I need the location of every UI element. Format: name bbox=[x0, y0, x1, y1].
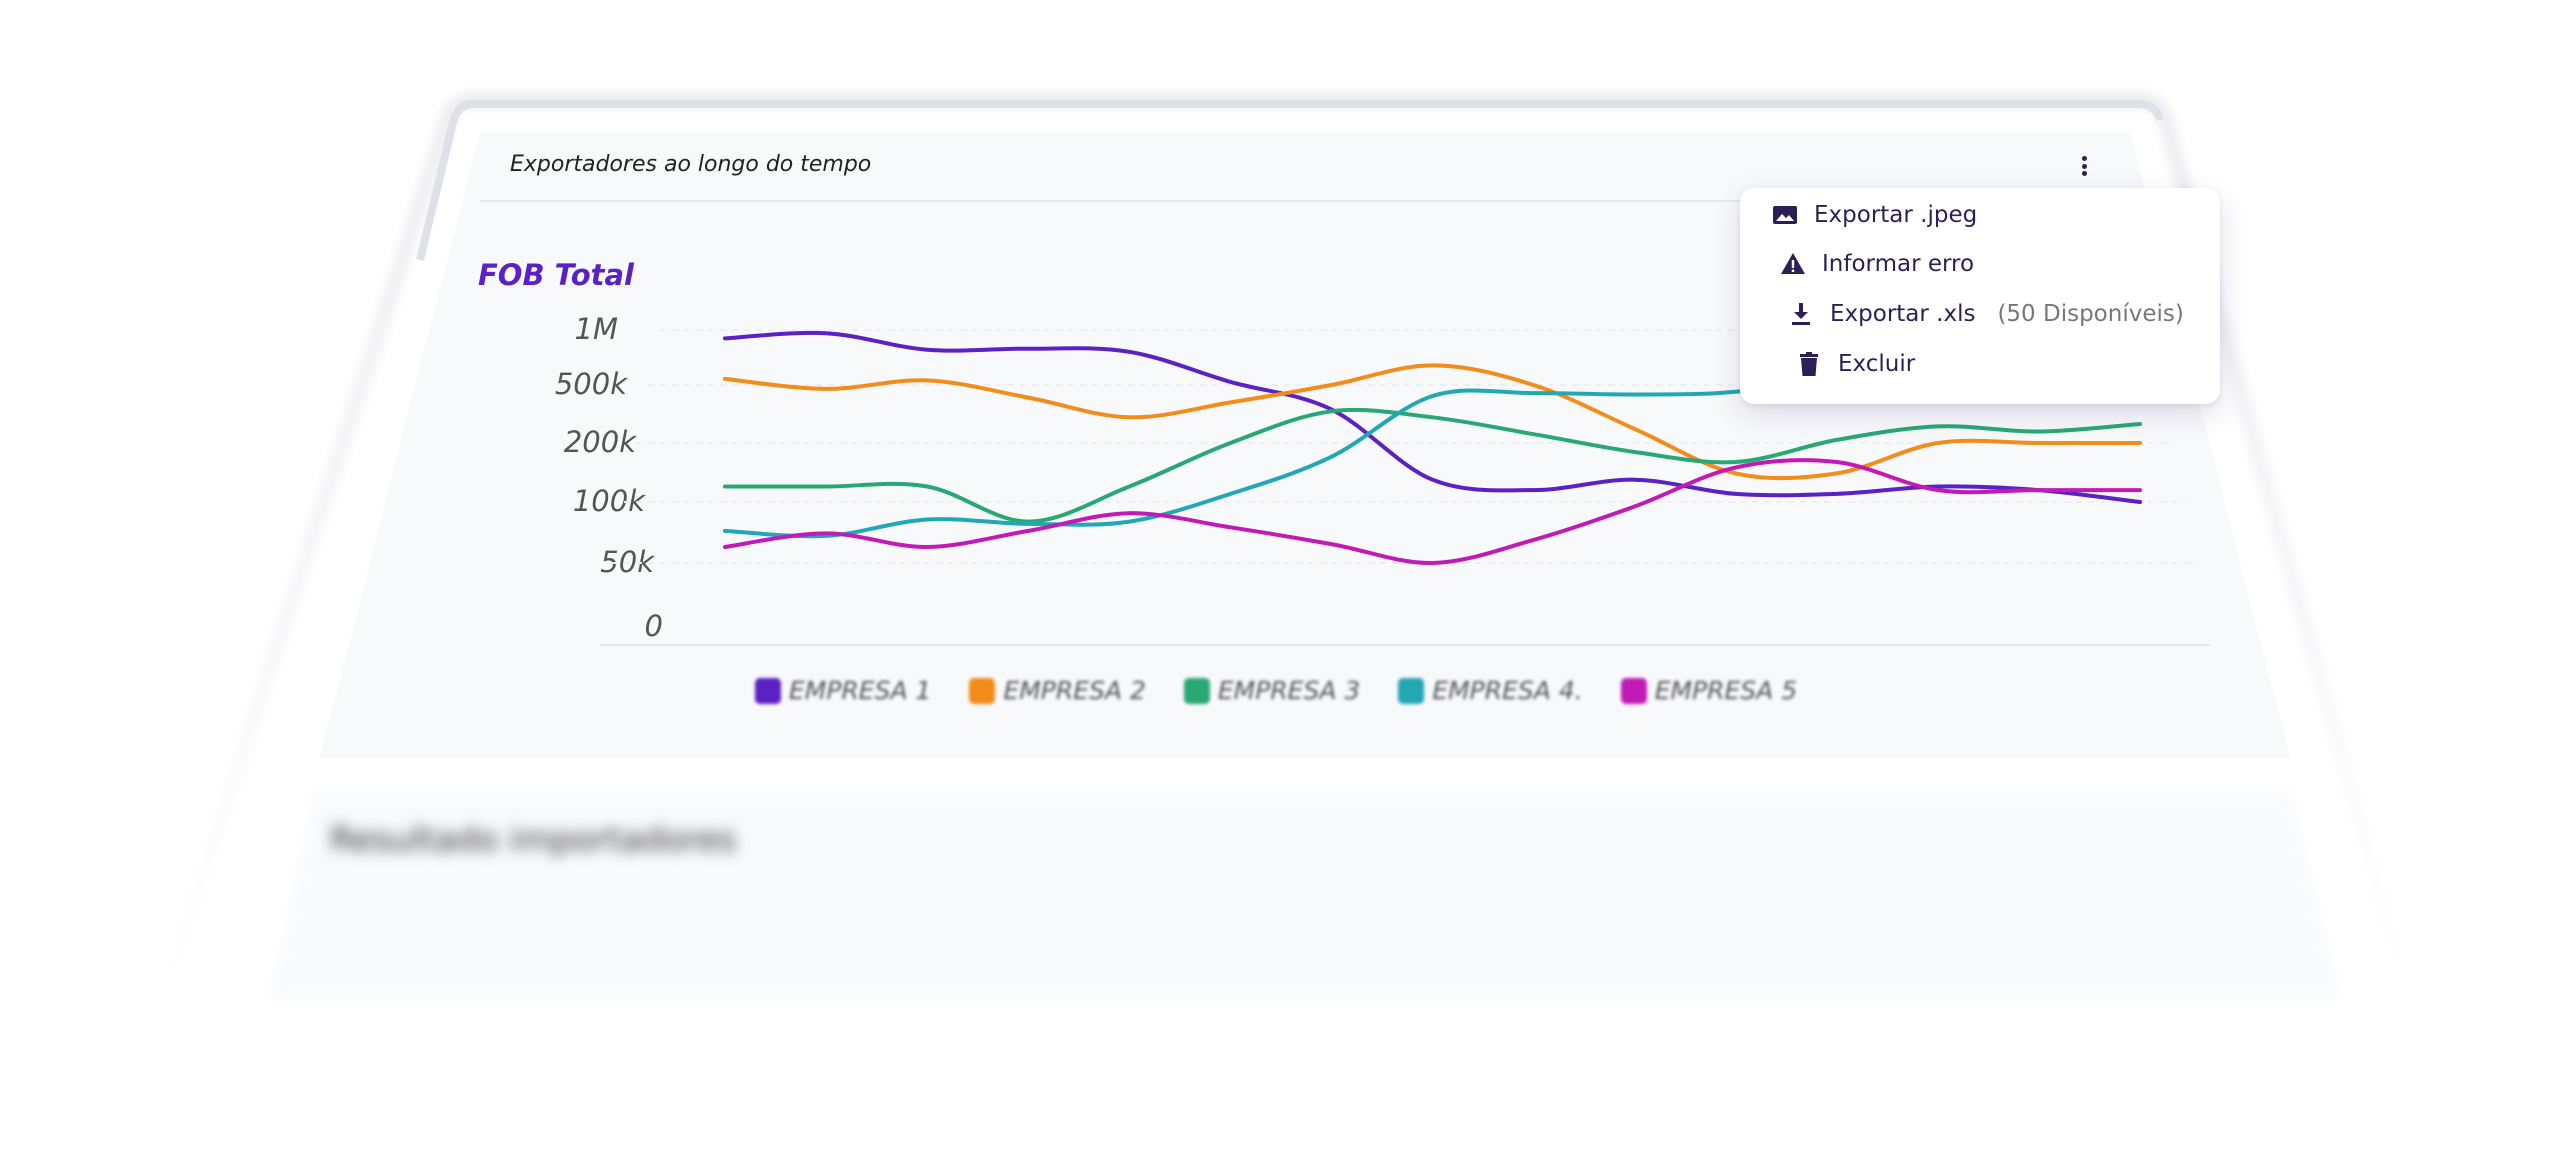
chart-legend: EMPRESA 1 EMPRESA 2 EMPRESA 3 EMPRESA 4. EMP… bbox=[755, 676, 1797, 705]
series-line-2 bbox=[723, 363, 2142, 481]
y-tick-label: 0 bbox=[644, 609, 663, 643]
menu-item-label: Exportar .xls bbox=[1830, 301, 1976, 327]
legend-item-4[interactable]: EMPRESA 4. bbox=[1398, 676, 1583, 705]
legend-swatch bbox=[1398, 677, 1425, 704]
legend-swatch bbox=[1183, 677, 1210, 704]
series-line-5 bbox=[723, 458, 2142, 566]
menu-item-export-jpeg[interactable]: Exportar .jpeg bbox=[1772, 202, 1977, 228]
series-line-3 bbox=[723, 407, 2142, 524]
menu-item-report-error[interactable]: Informar erro bbox=[1780, 251, 1974, 277]
legend-item-2[interactable]: EMPRESA 2 bbox=[969, 676, 1146, 705]
legend-swatch bbox=[969, 677, 996, 704]
menu-item-label: Excluir bbox=[1838, 351, 1916, 377]
y-tick-label: 100k bbox=[572, 484, 645, 518]
legend-label: EMPRESA 5 bbox=[1654, 676, 1798, 705]
legend-label: EMPRESA 4. bbox=[1432, 676, 1583, 705]
image-icon bbox=[1773, 206, 1797, 224]
y-tick-label: 1M bbox=[574, 312, 618, 346]
menu-item-label: Informar erro bbox=[1822, 251, 1975, 277]
y-axis-title: FOB Total bbox=[478, 258, 635, 292]
legend-swatch bbox=[1620, 677, 1647, 704]
legend-item-3[interactable]: EMPRESA 3 bbox=[1183, 676, 1361, 705]
download-icon bbox=[1792, 303, 1810, 325]
more-options-dot bbox=[2081, 156, 2087, 161]
legend-item-5[interactable]: EMPRESA 5 bbox=[1620, 676, 1798, 705]
more-options-dot bbox=[2081, 171, 2087, 176]
menu-item-label: Exportar .jpeg bbox=[1814, 202, 1978, 228]
legend-swatch bbox=[755, 677, 781, 704]
menu-item-export-xls[interactable]: Exportar .xls (50 Disponíveis) bbox=[1788, 301, 2184, 327]
trash-icon bbox=[1800, 352, 1818, 376]
legend-item-1[interactable]: EMPRESA 1 bbox=[755, 676, 931, 705]
chart-card-title: Exportadores ao longo do tempo bbox=[510, 152, 872, 177]
options-dropdown-menu: Exportar .jpeg Informar erro Exportar .x… bbox=[1740, 188, 2220, 404]
second-card-title: Resultado importadores bbox=[330, 820, 737, 860]
legend-label: EMPRESA 1 bbox=[789, 676, 932, 705]
chart-card-header: Exportadores ao longo do tempo bbox=[480, 132, 2130, 202]
y-tick-label: 500k bbox=[554, 367, 627, 401]
y-tick-label: 200k bbox=[563, 425, 636, 459]
menu-item-delete[interactable]: Excluir bbox=[1796, 351, 1915, 377]
warning-icon bbox=[1781, 253, 1805, 274]
menu-item-availability: (50 Disponíveis) bbox=[1997, 301, 2184, 327]
legend-label: EMPRESA 3 bbox=[1217, 676, 1361, 705]
series-line-1 bbox=[723, 330, 2142, 504]
legend-label: EMPRESA 2 bbox=[1003, 676, 1146, 705]
more-options-dot bbox=[2081, 163, 2087, 169]
more-options-icon[interactable] bbox=[2072, 152, 2096, 180]
